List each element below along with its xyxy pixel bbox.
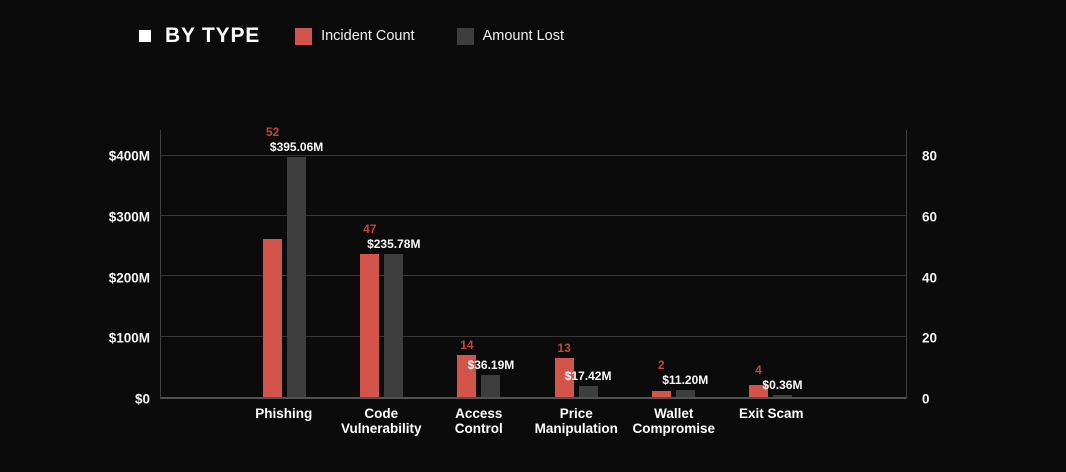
bar-group: 47 $235.78M xyxy=(333,130,430,397)
left-axis-labels: $0 $100M $200M $300M $400M xyxy=(0,130,150,407)
left-axis-tick: $300M xyxy=(108,209,150,225)
left-axis-tick: $0 xyxy=(134,391,150,407)
incident-count-label: 13 xyxy=(557,340,571,355)
gridline xyxy=(161,154,906,156)
gridline xyxy=(161,215,906,217)
incident-count-label: 14 xyxy=(460,337,474,352)
incident-count-label: 47 xyxy=(363,221,377,236)
amount-lost-bar[interactable]: $17.42M xyxy=(565,369,611,397)
bar-group: 2 $11.20M xyxy=(625,130,722,397)
incident-count-label: 4 xyxy=(755,363,762,378)
legend-item-amount-lost[interactable]: Amount Lost xyxy=(456,27,565,45)
incident-count-bar[interactable]: 4 xyxy=(748,363,768,397)
amount-lost-bar[interactable]: $11.20M xyxy=(662,373,708,397)
amount-lost-label: $235.78M xyxy=(367,236,421,251)
amount-lost-label: $0.36M xyxy=(762,378,803,392)
amount-lost-label: $395.06M xyxy=(269,140,324,155)
incident-count-bar[interactable]: 52 xyxy=(263,125,283,397)
amount-lost-bar[interactable]: $235.78M xyxy=(367,237,420,397)
category-label: Phishing xyxy=(255,406,313,421)
incident-count-bar[interactable]: 14 xyxy=(457,338,477,397)
right-axis-labels: 0 20 40 60 80 xyxy=(922,130,982,407)
right-axis-tick: 80 xyxy=(922,148,938,164)
amount-lost-bar[interactable]: $0.36M xyxy=(762,378,802,397)
incident-count-label: 52 xyxy=(265,125,280,140)
right-axis-tick: 40 xyxy=(922,270,938,286)
category-label: Code Vulnerability xyxy=(340,406,422,436)
bar-group: 4 $0.36M xyxy=(722,130,819,397)
category-labels: Phishing Code Vulnerability Access Control… xyxy=(160,406,907,436)
bar-group: 14 $36.19M xyxy=(430,130,527,397)
legend-item-incident-count[interactable]: Incident Count xyxy=(295,27,415,45)
right-axis-tick: 0 xyxy=(922,391,930,407)
category-label: Exit Scam xyxy=(738,406,804,421)
category-label: Wallet Compromise xyxy=(632,406,716,436)
gridline xyxy=(161,275,906,277)
chart-header: BY TYPE Incident Count Amount Lost xyxy=(139,24,606,48)
category-label: Price Manipulation xyxy=(534,406,618,436)
bar-groups: 52 $395.06M 47 $235.78M 14 $36.19M 13 $17.42M 2 $… xyxy=(161,125,906,397)
amount-lost-label: $36.19M xyxy=(467,358,515,373)
legend-label-amount-lost: Amount Lost xyxy=(482,28,565,44)
gridline xyxy=(161,335,906,337)
right-axis-tick: 20 xyxy=(922,330,938,346)
legend-label-incident-count: Incident Count xyxy=(321,28,415,44)
chart-legend: Incident Count Amount Lost xyxy=(295,27,606,45)
plot-area: 52 $395.06M 47 $235.78M 14 $36.19M 13 $17.42M 2 $… xyxy=(160,125,907,399)
amount-lost-swatch-icon xyxy=(456,27,474,45)
category-label: Access Control xyxy=(454,406,503,436)
right-axis-tick: 60 xyxy=(922,209,938,225)
amount-lost-label: $11.20M xyxy=(662,373,709,388)
amount-lost-bar[interactable]: $395.06M xyxy=(270,140,323,397)
left-axis-tick: $200M xyxy=(108,270,150,286)
incident-count-bar[interactable]: 13 xyxy=(554,341,574,397)
amount-lost-label: $17.42M xyxy=(564,369,612,384)
incident-count-bar[interactable]: 2 xyxy=(651,358,671,397)
bar-group: 52 $395.06M xyxy=(236,125,333,397)
bar-group: 13 $17.42M xyxy=(528,130,625,397)
title-bullet-icon xyxy=(139,30,151,42)
incident-count-label: 2 xyxy=(657,358,665,373)
incident-count-bar[interactable]: 47 xyxy=(360,222,380,397)
chart-title: BY TYPE xyxy=(165,24,261,47)
left-axis-tick: $400M xyxy=(108,148,150,164)
incident-count-swatch-icon xyxy=(295,27,313,45)
amount-lost-bar[interactable]: $36.19M xyxy=(468,358,514,397)
left-axis-tick: $100M xyxy=(108,330,150,346)
